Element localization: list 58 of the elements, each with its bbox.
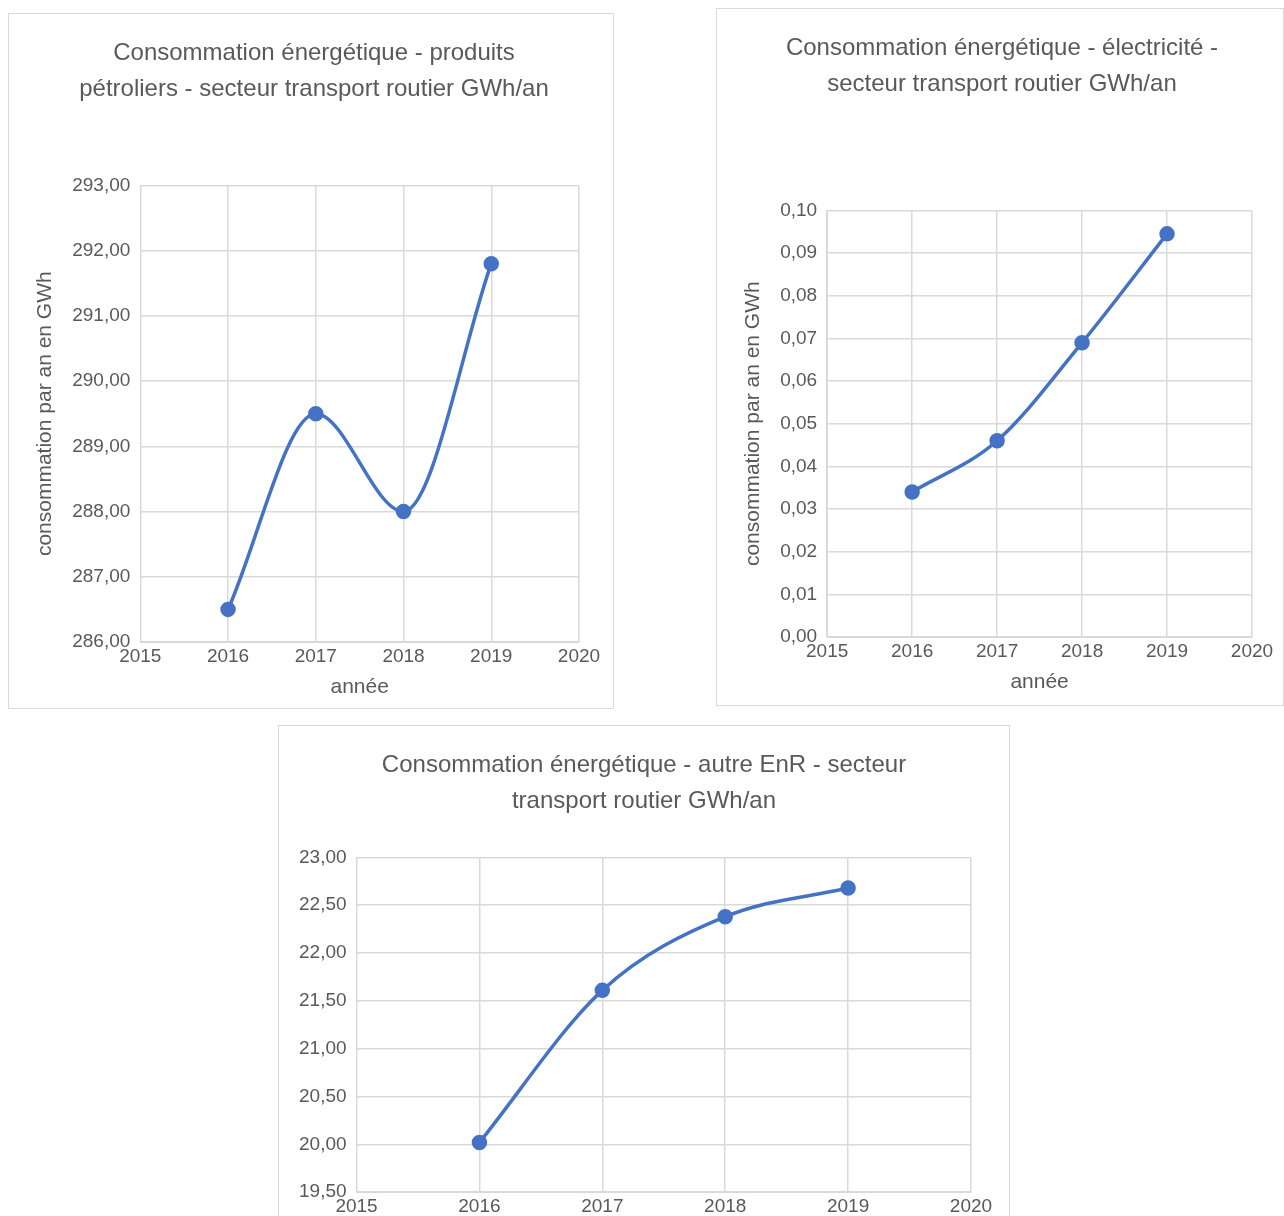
y-tick-label: 21,00: [299, 1036, 347, 1058]
y-tick-label: 21,50: [299, 989, 347, 1011]
point: [1074, 334, 1090, 351]
y-tick-label: 22,00: [299, 941, 347, 963]
y-tick-label: 292,00: [72, 238, 131, 260]
x-tick-label: 2016: [891, 639, 934, 661]
x-tick-label: 2017: [294, 644, 337, 666]
y-tick-label: 290,00: [72, 369, 131, 391]
chart-title: Consommation énergétique - produits pétroliers - secteur transport routier GWh/an: [79, 37, 549, 103]
x-tick-label: 2017: [975, 639, 1019, 661]
y-tick-label: 0,04: [780, 454, 818, 476]
y-tick-label: 23,00: [299, 845, 347, 867]
point: [483, 255, 500, 272]
x-tick-label: 2018: [382, 644, 425, 666]
y-tick-label: 287,00: [72, 565, 131, 587]
x-axis-title: année: [330, 674, 389, 698]
y-tick-label: 0,02: [780, 539, 818, 561]
point: [989, 433, 1005, 449]
y-tick-label: 0,01: [780, 582, 818, 604]
y-tick-label: 0,07: [780, 326, 818, 348]
y-tick-label: 289,00: [72, 434, 131, 456]
y-tick-label: 0,08: [780, 283, 818, 305]
x-axis-title: année: [1010, 669, 1069, 693]
y-tick-label: 293,00: [72, 173, 131, 195]
x-tick-label: 2019: [470, 644, 513, 666]
x-tick-label: 2019: [826, 1194, 870, 1216]
x-tick-label: 2020: [1230, 639, 1274, 661]
x-tick-label: 2018: [704, 1194, 747, 1216]
y-tick-label: 291,00: [72, 304, 131, 326]
point: [840, 880, 856, 896]
y-tick-label: 0,05: [780, 411, 818, 433]
chart-title: Consommation énergétique - électricité - secteur transport routier GWh/an: [784, 32, 1220, 98]
y-tick-label: 0,06: [780, 369, 818, 391]
point: [904, 484, 920, 500]
x-tick-label: 2020: [949, 1194, 993, 1216]
point: [1159, 226, 1175, 242]
point: [594, 982, 611, 999]
point: [717, 908, 733, 925]
x-tick-label: 2019: [1145, 639, 1189, 661]
y-tick-label: 20,50: [299, 1084, 347, 1106]
y-tick-label: 0,09: [780, 241, 818, 263]
point: [220, 601, 236, 618]
point: [308, 405, 324, 422]
y-tick-label: 288,00: [72, 499, 131, 521]
point: [471, 1134, 488, 1151]
x-tick-label: 2017: [581, 1194, 624, 1216]
y-tick-label: 22,50: [299, 893, 347, 915]
x-tick-label: 2018: [1060, 639, 1104, 661]
chart-title: Consommation énergétique - autre EnR - secteur transport routier GWh/an: [380, 749, 908, 815]
y-tick-label: 20,00: [299, 1132, 347, 1154]
y-axis-title: consommation par an en GWh: [740, 281, 764, 567]
x-tick-label: 2016: [458, 1194, 501, 1216]
point: [395, 503, 412, 520]
y-tick-label: 0,10: [780, 198, 818, 220]
y-tick-label: 0,03: [780, 497, 818, 519]
y-axis-title: consommation par an en GWh: [32, 271, 56, 557]
x-tick-label: 2020: [557, 644, 601, 666]
x-tick-label: 2016: [206, 644, 250, 666]
